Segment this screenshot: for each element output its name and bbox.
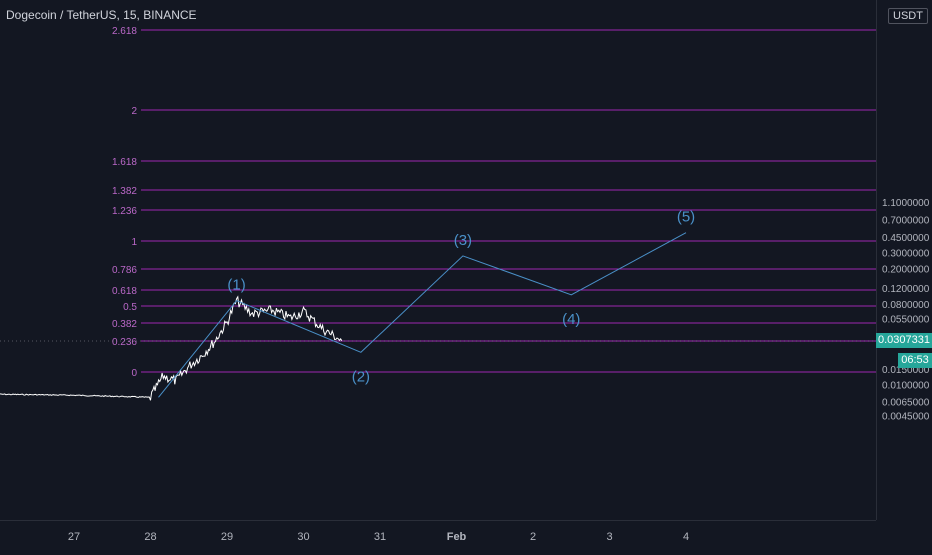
price-axis-label: 0.4500000	[882, 233, 930, 244]
time-axis-divider	[0, 520, 876, 521]
fibonacci-retracement[interactable]: 2.618 2 1.618 1.382 1.236 1 0.786 0.618 0.5 0.382…	[112, 26, 876, 379]
price-axis-label: 0.0100000	[882, 381, 930, 392]
price-axis-label: 0.7000000	[882, 216, 930, 227]
elliott-wave[interactable]: (1) (2) (3) (4) (5)	[158, 209, 696, 398]
fib-level-label: 1.618	[112, 157, 137, 168]
price-line	[0, 295, 343, 401]
price-axis-label: 0.3000000	[882, 249, 930, 260]
fib-level-label: 1.236	[112, 206, 137, 217]
price-axis-label: 0.0150000	[882, 365, 930, 376]
price-axis-label: 0.0800000	[882, 300, 930, 311]
countdown-tag: 06:53	[898, 353, 932, 368]
price-axis-label: 0.0550000	[882, 314, 930, 325]
price-axis[interactable]: 1.1000000 0.7000000 0.4500000 0.3000000 0.20…	[882, 198, 930, 423]
fib-level-label: 1.382	[112, 186, 137, 197]
price-axis-label: 1.1000000	[882, 198, 930, 209]
wave-label: (2)	[352, 368, 370, 385]
price-axis-divider	[876, 0, 877, 520]
wave-label: (1)	[227, 277, 245, 294]
currency-selector[interactable]: USDT	[888, 8, 928, 24]
price-axis-label: 0.1200000	[882, 284, 930, 295]
wave-label: (3)	[454, 232, 472, 249]
wave-label: (5)	[677, 209, 695, 226]
time-axis-label: 2	[530, 531, 536, 543]
time-axis-label: 28	[144, 531, 156, 543]
time-axis-label: 29	[221, 531, 233, 543]
time-axis[interactable]: 27 28 29 30 31 Feb 2 3 4	[68, 531, 689, 543]
last-price-tag: 0.0307331	[876, 333, 932, 348]
price-axis-label: 0.0065000	[882, 397, 930, 408]
fib-level-label: 0.236	[112, 337, 137, 348]
price-series	[0, 295, 876, 401]
fib-level-label: 1	[131, 237, 137, 248]
fib-level-label: 0.786	[112, 265, 137, 276]
fib-level-label: 0	[131, 368, 137, 379]
fib-level-label: 2.618	[112, 26, 137, 37]
wave-label: (4)	[562, 311, 580, 328]
elliott-wave-path	[158, 232, 687, 398]
time-axis-label: 27	[68, 531, 80, 543]
time-axis-label: 31	[374, 531, 386, 543]
fib-level-label: 0.5	[123, 302, 137, 313]
fib-level-label: 0.618	[112, 286, 137, 297]
time-axis-label: 3	[606, 531, 612, 543]
time-axis-label: Feb	[447, 531, 467, 543]
price-axis-label: 0.0045000	[882, 412, 930, 423]
symbol-title: Dogecoin / TetherUS, 15, BINANCE	[6, 8, 197, 22]
fib-level-label: 2	[131, 106, 137, 117]
time-axis-label: 4	[683, 531, 689, 543]
time-axis-label: 30	[297, 531, 309, 543]
price-axis-label: 0.2000000	[882, 264, 930, 275]
fib-level-label: 0.382	[112, 319, 137, 330]
